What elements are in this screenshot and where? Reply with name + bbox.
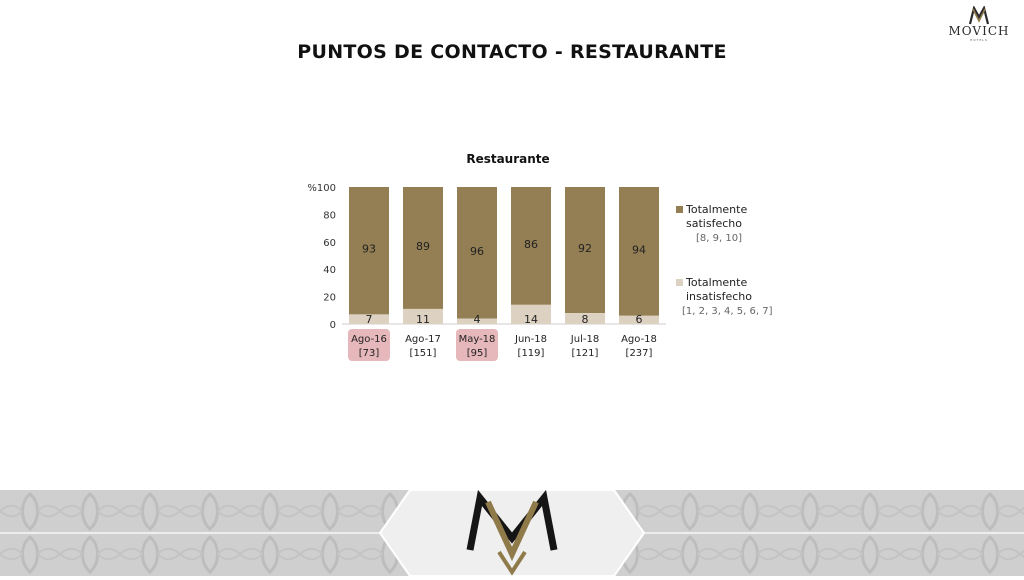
data-label-satisfied: 89 <box>416 240 430 253</box>
data-label-dissatisfied: 14 <box>524 313 538 326</box>
brand-name: MOVICH <box>948 24 1010 38</box>
brand-monogram-icon <box>968 5 990 25</box>
legend-label-line2: satisfecho <box>686 217 742 230</box>
x-label-highlight <box>348 329 390 361</box>
data-label-dissatisfied: 7 <box>366 313 373 326</box>
x-axis-labels: Ago-16 [73] Ago-17 [151] May-18 [95] Jun-18 [11… <box>348 329 657 361</box>
bar-satisfied <box>457 187 497 319</box>
bar-dissatisfied <box>511 304 551 324</box>
bar-satisfied <box>403 187 443 309</box>
x-tick-label: Ago-18 <box>621 334 657 345</box>
data-label-satisfied: 92 <box>578 242 592 255</box>
x-sample-size: [237] <box>626 348 653 359</box>
legend-label: Totalmente <box>685 276 747 289</box>
footer-pattern <box>0 489 1024 577</box>
y-tick-label: 40 <box>323 265 336 276</box>
footer-band <box>0 489 1024 577</box>
brand-logo: MOVICH HOTELS <box>944 5 1014 46</box>
bar-satisfied <box>619 187 659 316</box>
data-label-satisfied: 86 <box>524 238 538 251</box>
bar-satisfied <box>511 187 551 305</box>
y-tick-label: 20 <box>323 293 336 304</box>
bars-group: 93 7 89 11 96 4 86 14 92 8 94 6 <box>349 187 659 326</box>
legend-label-line2: insatisfecho <box>686 290 752 303</box>
y-tick-label: 0 <box>330 320 336 331</box>
y-tick-label: %100 <box>307 183 336 194</box>
x-sample-size: [119] <box>518 348 545 359</box>
legend-swatch <box>676 279 683 286</box>
x-tick-label: May-18 <box>459 334 496 345</box>
legend-sub-label: [8, 9, 10] <box>696 233 742 244</box>
data-label-dissatisfied: 11 <box>416 313 430 326</box>
data-label-satisfied: 93 <box>362 243 376 256</box>
legend-label: Totalmente <box>685 203 747 216</box>
data-label-dissatisfied: 4 <box>474 313 481 326</box>
bar-dissatisfied <box>565 313 605 324</box>
chart-title: Restaurante <box>466 152 549 166</box>
bar-satisfied <box>349 187 389 315</box>
legend-sub-label: [1, 2, 3, 4, 5, 6, 7] <box>682 306 773 317</box>
x-tick-label: Jun-18 <box>514 334 547 345</box>
y-tick-label: 60 <box>323 238 336 249</box>
brand-tagline: HOTELS <box>970 38 988 42</box>
data-label-satisfied: 96 <box>470 245 484 258</box>
bar-dissatisfied <box>349 314 389 324</box>
bar-dissatisfied <box>403 308 443 324</box>
x-tick-label: Ago-17 <box>405 334 441 345</box>
y-tick-label: 80 <box>323 210 336 221</box>
y-axis: 0 20 40 60 80 %100 <box>307 183 666 331</box>
data-label-dissatisfied: 6 <box>636 313 643 326</box>
x-sample-size: [151] <box>410 348 437 359</box>
x-sample-size: [121] <box>572 348 599 359</box>
bar-dissatisfied <box>619 315 659 324</box>
bar-satisfied <box>565 187 605 314</box>
x-sample-size: [73] <box>359 348 380 359</box>
data-label-satisfied: 94 <box>632 243 646 256</box>
x-sample-size: [95] <box>467 348 488 359</box>
x-tick-label: Ago-16 <box>351 334 387 345</box>
x-tick-label: Jul-18 <box>570 334 599 345</box>
data-label-dissatisfied: 8 <box>582 313 589 326</box>
bar-dissatisfied <box>457 318 497 324</box>
x-label-highlight <box>456 329 498 361</box>
footer-monogram-icon <box>466 489 558 576</box>
legend-swatch <box>676 206 683 213</box>
page-title: PUNTOS DE CONTACTO - RESTAURANTE <box>297 41 727 63</box>
